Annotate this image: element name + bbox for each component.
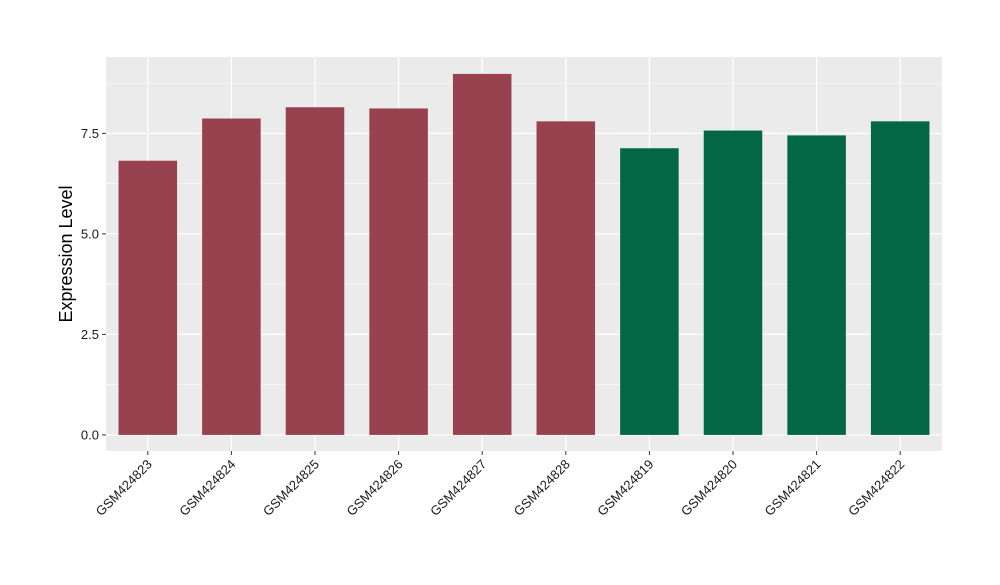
bar-GSM424827 — [452, 73, 512, 435]
bar-GSM424820 — [703, 130, 763, 435]
x-tick-label: GSM424822 — [845, 457, 907, 519]
x-tick-label: GSM424821 — [761, 457, 823, 519]
y-tick-label: 5.0 — [81, 226, 99, 241]
x-tick-label: GSM424819 — [594, 457, 656, 519]
bar-GSM424828 — [536, 121, 596, 435]
x-tick-label: GSM424827 — [427, 457, 489, 519]
x-tick-label: GSM424823 — [93, 457, 155, 519]
bar-GSM424822 — [870, 121, 930, 435]
y-tick-label: 2.5 — [81, 327, 99, 342]
x-tick-label: GSM424825 — [260, 457, 322, 519]
y-tick-label: 7.5 — [81, 126, 99, 141]
bar-GSM424825 — [285, 107, 345, 435]
x-tick-label: GSM424828 — [511, 457, 573, 519]
x-tick-label: GSM424824 — [176, 457, 238, 519]
x-tick-label: GSM424820 — [678, 457, 740, 519]
x-tick-label: GSM424826 — [343, 457, 405, 519]
y-tick-label: 0.0 — [81, 427, 99, 442]
bar-GSM424824 — [202, 118, 261, 435]
bar-GSM424826 — [369, 108, 428, 435]
bar-GSM424819 — [620, 148, 679, 435]
y-axis-title: Expression Level — [56, 185, 76, 322]
bar-GSM424821 — [787, 135, 846, 435]
bars — [118, 73, 930, 435]
bar-GSM424823 — [118, 160, 178, 435]
